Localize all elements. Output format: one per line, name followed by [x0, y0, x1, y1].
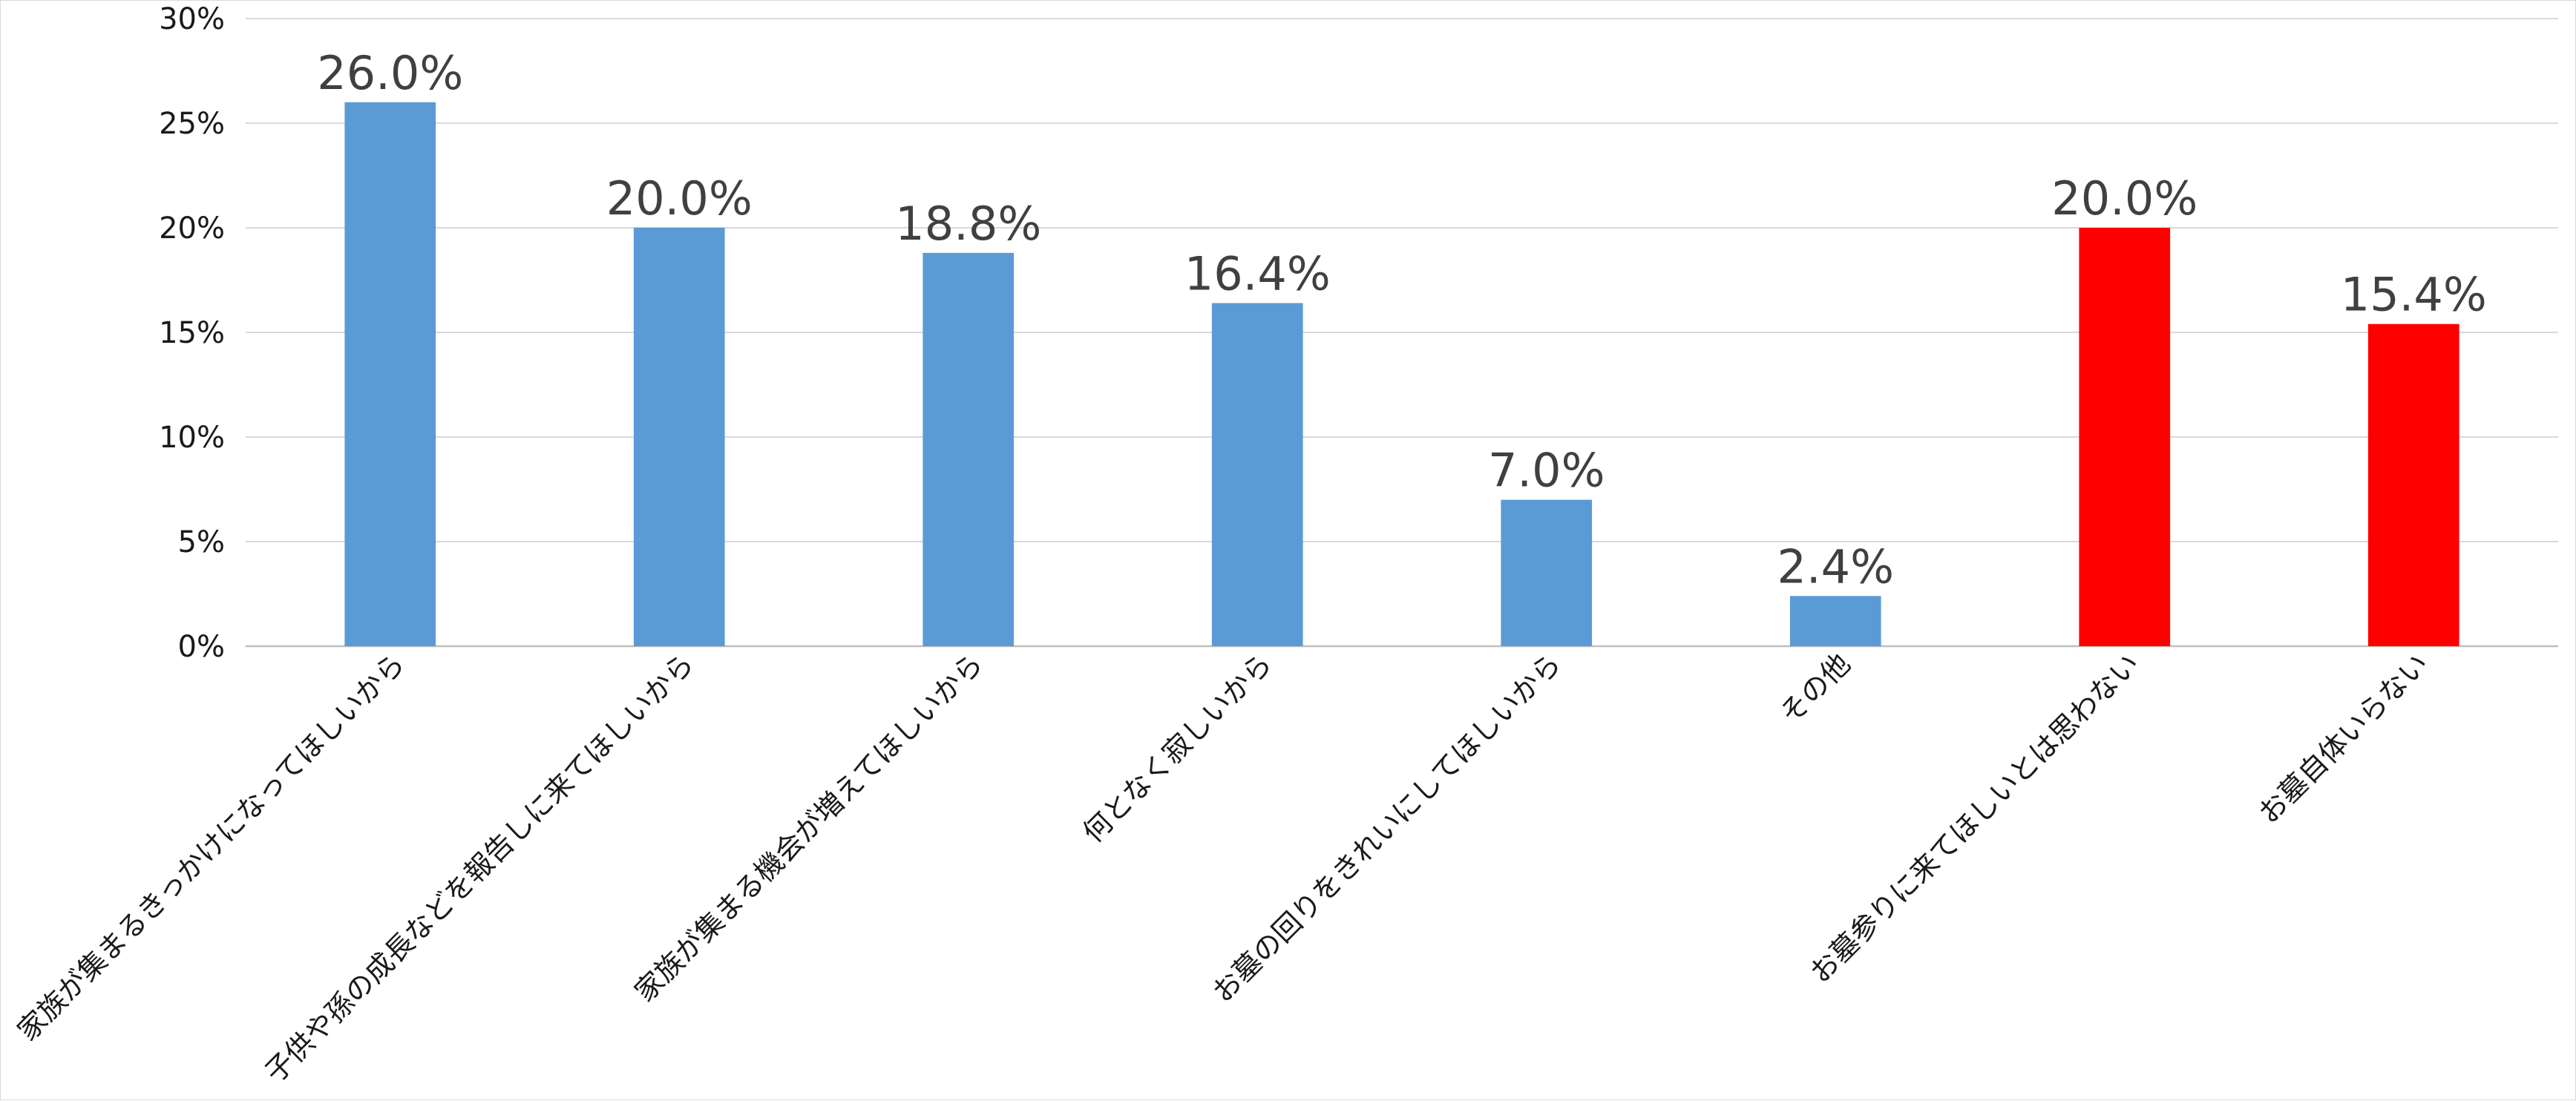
bar-category-3	[922, 252, 1015, 647]
bar-category-5	[1501, 499, 1593, 646]
x-tick-label: その他	[1774, 647, 1857, 730]
y-tick-label: 10%	[159, 421, 225, 455]
bar-category-1	[344, 102, 436, 647]
bar-category-7	[2079, 228, 2171, 646]
x-tick-label: 何となく寂しいから	[1076, 647, 1278, 849]
data-labels: 26.0% 20.0% 18.8% 16.4% 7.0% 2.4% 20.0% 15.4%	[317, 46, 2486, 594]
data-label-category-7: 20.0%	[2051, 171, 2198, 226]
x-tick-label: お墓自体いらない	[2252, 647, 2435, 829]
data-label-category-2: 20.0%	[606, 171, 753, 226]
data-label-category-8: 15.4%	[2341, 268, 2487, 322]
bar-category-4	[1211, 303, 1303, 646]
data-label-category-3: 18.8%	[895, 197, 1041, 251]
y-tick-label: 30%	[159, 2, 225, 36]
y-tick-label: 5%	[178, 525, 225, 559]
x-tick-label: お墓参りに来てほしいとは思わない	[1803, 647, 2146, 989]
data-label-category-5: 7.0%	[1488, 444, 1605, 498]
data-label-category-4: 16.4%	[1184, 247, 1331, 301]
bar-category-2	[633, 228, 725, 646]
gridlines	[246, 18, 2558, 648]
x-tick-label: お墓の回りをきれいにしてほしいから	[1206, 647, 1567, 1008]
bars	[344, 102, 2459, 647]
y-tick-label: 15%	[159, 316, 225, 350]
bar-category-6	[1789, 596, 1881, 646]
data-label-category-6: 2.4%	[1777, 539, 1894, 594]
bar-category-8	[2367, 323, 2459, 646]
y-tick-label: 25%	[159, 107, 225, 141]
x-tick-label: 家族が集まる機会が増えてほしいから	[629, 647, 990, 1008]
y-tick-label: 0%	[178, 630, 225, 664]
y-tick-label: 20%	[159, 211, 225, 246]
data-label-category-1: 26.0%	[317, 46, 463, 100]
